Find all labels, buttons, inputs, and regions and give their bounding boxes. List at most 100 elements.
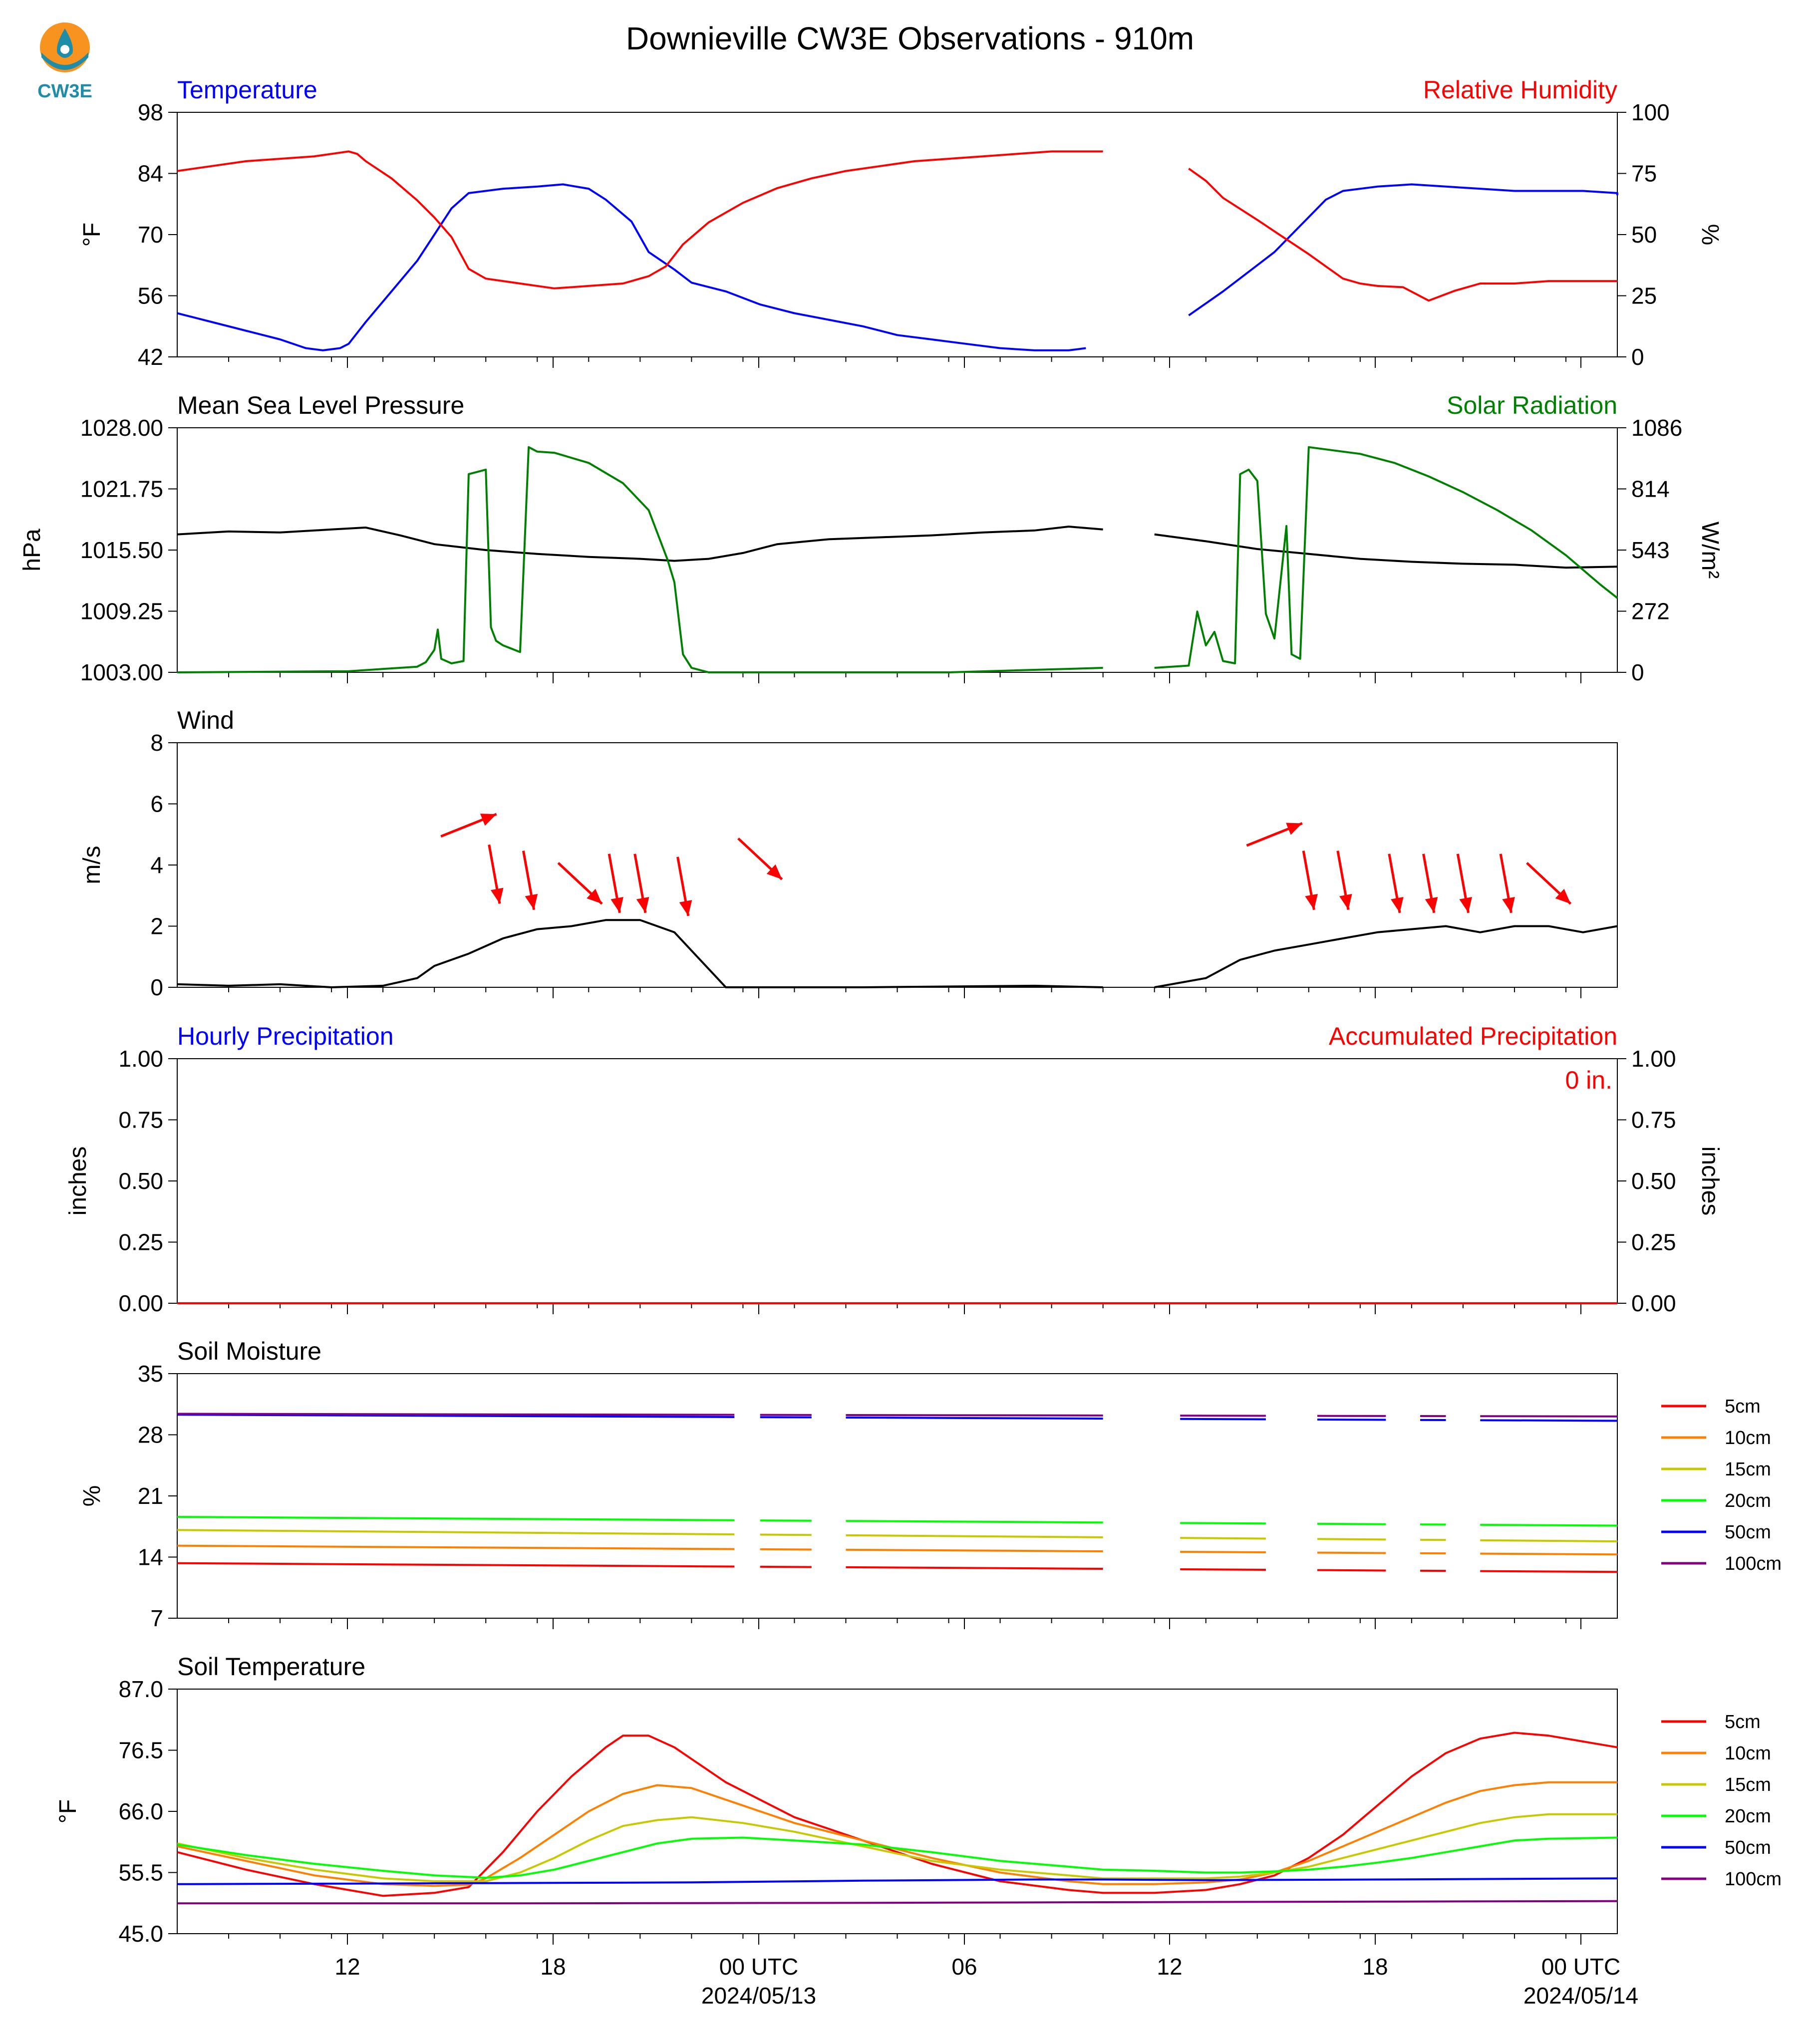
x-tick-label: 18 <box>540 1954 566 1980</box>
series-10cm <box>760 1548 812 1551</box>
y-right-tick-label: 0 <box>1631 659 1644 685</box>
y-axis-label: inches <box>65 1147 91 1216</box>
y-tick-label: 87.0 <box>118 1676 163 1702</box>
legend-label: 50cm <box>1725 1522 1771 1543</box>
x-tick-label: 00 UTC <box>1541 1954 1620 1980</box>
x-tick-label: 12 <box>334 1954 360 1980</box>
logo-text: CW3E <box>37 81 92 102</box>
wind-arrow-head <box>1391 896 1404 913</box>
wind-arrow-head <box>610 896 623 913</box>
wind-arrow-head <box>1502 896 1515 913</box>
y-tick-label: 28 <box>138 1422 163 1448</box>
y-right-tick-label: 272 <box>1631 598 1670 624</box>
y-tick-label: 35 <box>138 1361 163 1387</box>
x-tick-label: 06 <box>951 1954 977 1980</box>
series-15cm <box>177 1813 1617 1882</box>
y-tick-label: 0.75 <box>118 1107 163 1133</box>
series-20cm <box>177 1516 735 1521</box>
series-solar-radiation-after-gap <box>1154 446 1618 669</box>
y-tick-label: 1.00 <box>118 1046 163 1072</box>
wind-arrow-head <box>1555 888 1571 904</box>
series-20cm <box>1480 1523 1618 1527</box>
legend-label: 50cm <box>1725 1837 1771 1858</box>
y-tick-label: 6 <box>150 791 163 817</box>
y-right-tick-label: 25 <box>1631 283 1657 309</box>
x-tick-label: 12 <box>1157 1954 1182 1980</box>
legend-label: 10cm <box>1725 1743 1771 1764</box>
series-50cm <box>177 1877 1618 1885</box>
series-20cm <box>177 1836 1618 1879</box>
series-15cm <box>760 1533 812 1536</box>
series-temperature-after-gap <box>1188 183 1618 316</box>
wind-arrow-head <box>1286 823 1302 835</box>
y-tick-label: 55.5 <box>118 1860 163 1886</box>
x-tick-label: 18 <box>1362 1954 1388 1980</box>
y-right-tick-label: 0.25 <box>1631 1229 1676 1255</box>
y-tick-label: 14 <box>138 1544 163 1570</box>
series-temperature <box>177 183 1086 351</box>
series-15cm <box>846 1534 1103 1538</box>
panel-title-right: Relative Humidity <box>1423 76 1617 104</box>
wind-arrow-head <box>1459 896 1473 913</box>
series-10cm <box>846 1548 1103 1552</box>
legend-label: 20cm <box>1725 1490 1771 1511</box>
plot-frame-4 <box>177 1373 1618 1619</box>
legend-label: 5cm <box>1725 1712 1761 1733</box>
wind-arrow-head <box>490 887 504 904</box>
series-20cm <box>760 1519 812 1522</box>
panel-title: Soil Moisture <box>177 1337 321 1365</box>
y-tick-label: 0.50 <box>118 1168 163 1194</box>
y-tick-label: 2 <box>150 913 163 939</box>
panel-title-right: Solar Radiation <box>1447 391 1617 419</box>
series-10cm <box>1480 1552 1618 1556</box>
x-tick-label: 00 UTC <box>719 1954 798 1980</box>
page-title: Downieville CW3E Observations - 910m <box>625 20 1195 56</box>
y-right-tick-label: 814 <box>1631 476 1670 502</box>
plot-frame-5 <box>177 1689 1618 1934</box>
y-right-tick-label: 100 <box>1631 99 1670 125</box>
series-50cm <box>846 1416 1103 1420</box>
legend-label: 100cm <box>1725 1553 1782 1574</box>
precip-total-annotation: 0 in. <box>1565 1066 1612 1094</box>
plot-frame-0 <box>177 112 1618 357</box>
wind-arrow-head <box>1425 896 1438 913</box>
wind-arrow-head <box>587 888 602 904</box>
y-tick-label: 56 <box>138 283 163 309</box>
x-date-label: 2024/05/14 <box>1523 1983 1638 2009</box>
series-10cm <box>177 1781 1617 1887</box>
panel-title-right: Accumulated Precipitation <box>1329 1022 1617 1050</box>
y-tick-label: 0.00 <box>118 1290 163 1316</box>
panel-title: Temperature <box>177 76 317 104</box>
y-tick-label: 66.0 <box>118 1798 163 1824</box>
x-date-label: 2024/05/13 <box>701 1983 816 2009</box>
y-tick-label: 7 <box>150 1605 163 1631</box>
y-tick-label: 1003.00 <box>80 659 163 685</box>
wind-arrow-head <box>636 896 649 913</box>
series-50cm <box>177 1414 735 1418</box>
wind-arrow-head <box>1339 893 1352 910</box>
y-tick-label: 45.0 <box>118 1921 163 1947</box>
y-axis-label: °F <box>55 1799 81 1824</box>
wind-arrow-head <box>480 814 497 826</box>
plot-frame-2 <box>177 742 1618 988</box>
series-mean-sea-level-pressure-after-gap <box>1154 533 1618 569</box>
legend-label: 20cm <box>1725 1806 1771 1827</box>
series-50cm <box>1480 1419 1618 1422</box>
y-right-tick-label: 0.50 <box>1631 1168 1676 1194</box>
y-axis-right-label: inches <box>1697 1147 1723 1216</box>
y-tick-label: 42 <box>138 344 163 370</box>
y-axis-right-label: % <box>1697 224 1723 246</box>
y-right-tick-label: 1.00 <box>1631 1046 1676 1072</box>
series-relative-humidity <box>177 150 1103 290</box>
y-tick-label: 98 <box>138 99 163 125</box>
series-100cm <box>177 1413 735 1416</box>
y-right-tick-label: 0.75 <box>1631 1107 1676 1133</box>
y-tick-label: 4 <box>150 852 163 878</box>
wind-arrow-head <box>766 864 782 879</box>
y-tick-label: 70 <box>138 222 163 248</box>
series-5cm <box>1480 1570 1618 1573</box>
series-5cm <box>177 1562 735 1568</box>
series-wind-after-gap <box>1154 925 1618 988</box>
plot-frame-1 <box>177 427 1618 673</box>
y-tick-label: 1028.00 <box>80 415 163 441</box>
